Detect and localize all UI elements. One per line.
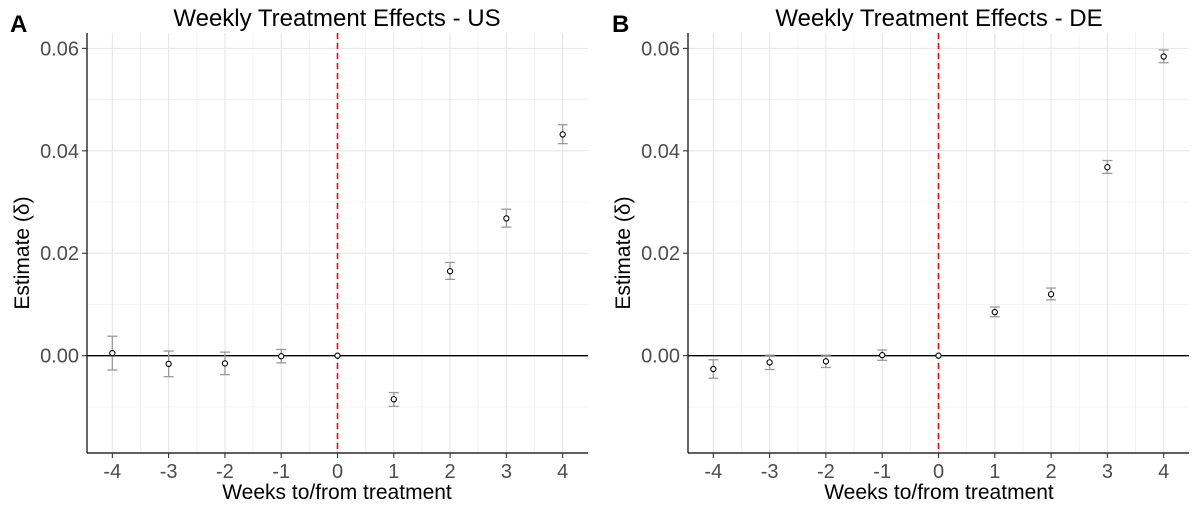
x-tick-label: -4	[103, 461, 121, 483]
data-point	[390, 396, 397, 403]
x-tick-label: 2	[1046, 461, 1057, 483]
data-point	[165, 360, 172, 368]
x-tick-label: 3	[1102, 461, 1113, 483]
x-tick-label: -2	[817, 461, 835, 483]
x-axis-label: Weeks to/from treatment	[824, 481, 1054, 504]
data-point	[109, 349, 116, 357]
y-tick-label: 0.06	[40, 38, 79, 60]
data-point	[503, 215, 510, 222]
data-point	[446, 268, 454, 275]
chart-title: Weekly Treatment Effects - DE	[775, 5, 1102, 32]
y-tick-label: 0.00	[40, 346, 79, 368]
x-tick-label: 4	[1158, 461, 1169, 483]
y-axis-label: Estimate (δ)	[11, 196, 34, 309]
y-tick-label: 0.04	[641, 141, 680, 163]
x-tick-label: -4	[704, 461, 722, 483]
x-tick-label: 1	[989, 461, 1000, 483]
data-point	[766, 359, 773, 366]
x-axis-label: Weeks to/from treatment	[222, 481, 452, 504]
x-tick-label: -1	[873, 461, 891, 483]
x-tick-label: 4	[557, 461, 568, 483]
plot-area: 0.00 0.02 0.04 0.06 -4 -3 -2 -1 0 1 2 3 4	[641, 33, 1189, 483]
panel-us: A Weekly Treatment Effects - US Weeks to…	[10, 5, 588, 504]
data-point	[1104, 164, 1111, 171]
data-point	[935, 352, 942, 359]
panel-letter: B	[612, 11, 629, 38]
x-tick-label: -1	[272, 461, 290, 483]
x-tick-label: 1	[388, 461, 399, 483]
data-point	[879, 352, 886, 359]
y-tick-label: 0.00	[641, 346, 680, 368]
x-tick-label: -2	[216, 461, 234, 483]
data-point	[334, 352, 341, 359]
y-axis-label: Estimate (δ)	[612, 196, 635, 309]
data-point	[1047, 291, 1055, 298]
data-point	[710, 365, 717, 373]
x-tick-label: 2	[445, 461, 456, 483]
data-point	[991, 308, 998, 316]
data-point	[559, 131, 566, 138]
x-tick-label: -3	[160, 461, 178, 483]
panel-de: B Weekly Treatment Effects - DE Weeks to…	[612, 5, 1189, 504]
panel-letter: A	[10, 11, 27, 38]
chart-title: Weekly Treatment Effects - US	[173, 5, 500, 32]
y-tick-label: 0.02	[641, 243, 680, 265]
data-point	[278, 353, 285, 360]
data-point	[221, 360, 229, 367]
y-tick-label: 0.02	[40, 243, 79, 265]
plot-area: 0.00 0.02 0.04 0.06 -4 -3 -2 -1 0 1 2 3 4	[40, 33, 588, 483]
x-tick-label: 3	[501, 461, 512, 483]
y-tick-label: 0.04	[40, 141, 79, 163]
x-tick-label: -3	[761, 461, 779, 483]
data-point	[822, 358, 830, 365]
y-tick-label: 0.06	[641, 38, 680, 60]
x-tick-label: 0	[332, 461, 343, 483]
x-tick-label: 0	[933, 461, 944, 483]
data-point	[1160, 53, 1167, 60]
